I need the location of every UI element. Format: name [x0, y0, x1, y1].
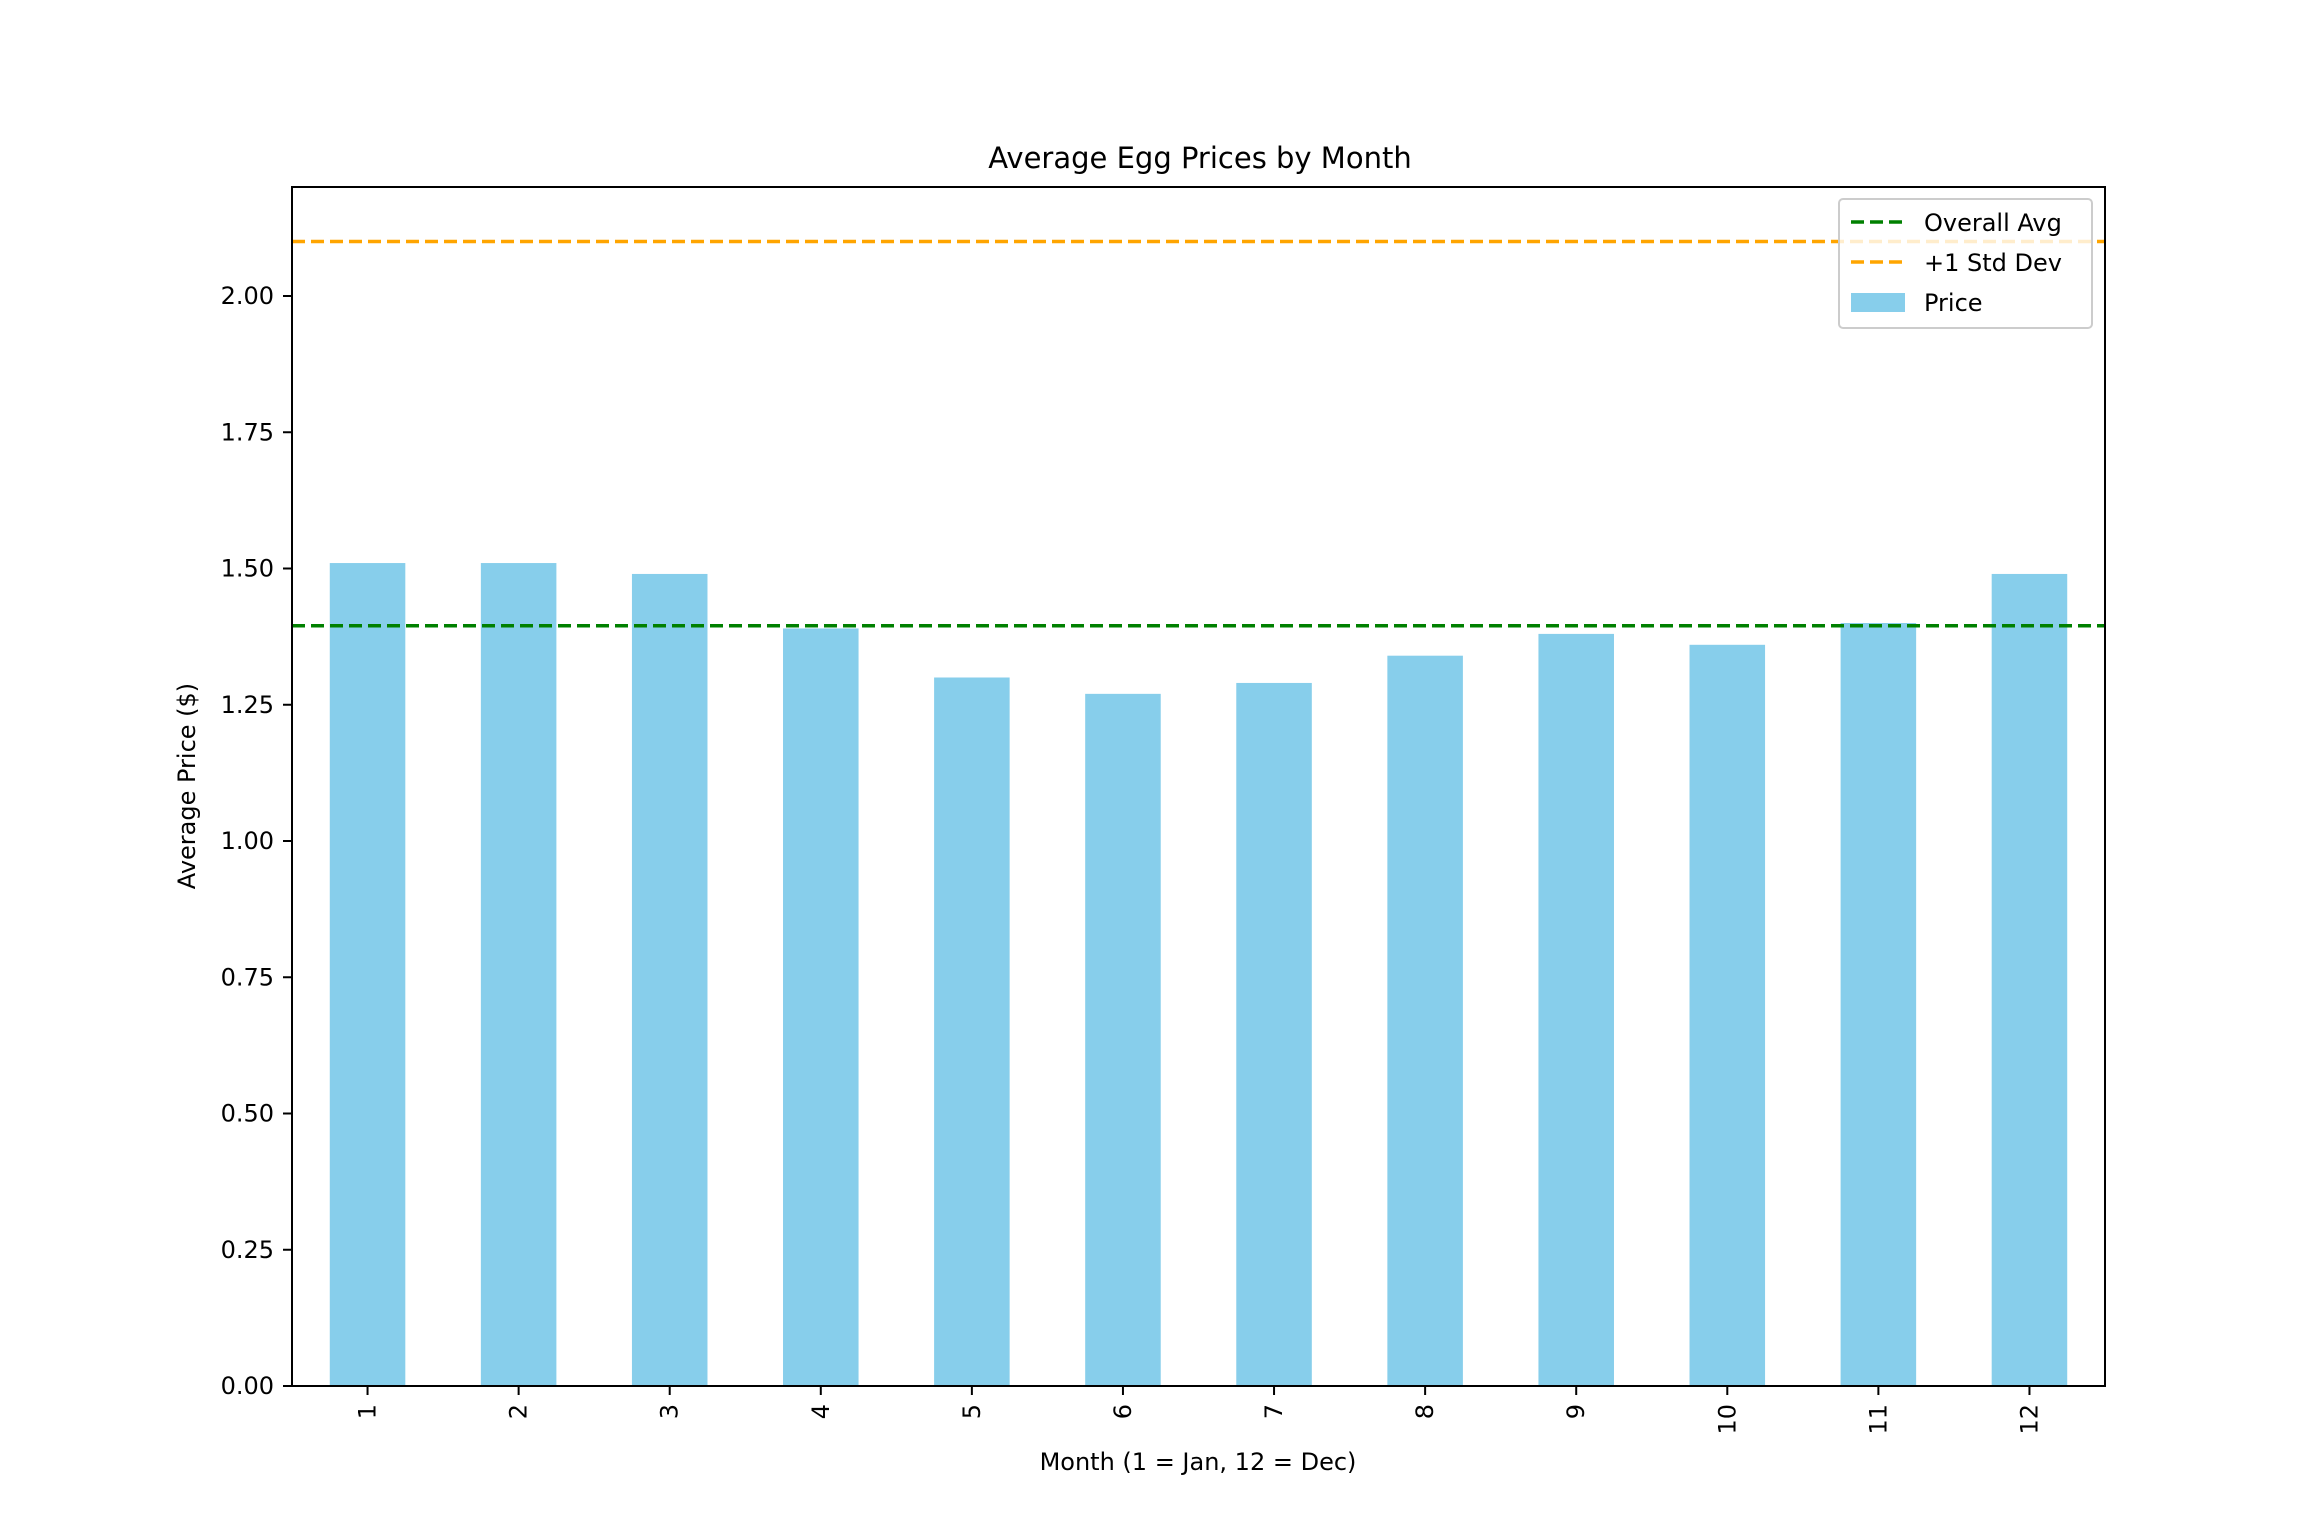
y-tick-label: 1.00	[221, 827, 274, 855]
y-tick-label: 1.25	[221, 691, 274, 719]
y-tick-label: 0.25	[221, 1236, 274, 1264]
bar-month-4	[783, 628, 859, 1386]
bars	[329, 563, 2068, 1386]
y-tick-label: 1.50	[221, 555, 274, 583]
legend-label-price: Price	[1924, 289, 1983, 317]
y-tick-label: 1.75	[221, 418, 274, 446]
x-tick-label: 4	[807, 1404, 835, 1419]
x-axis-label: Month (1 = Jan, 12 = Dec)	[1040, 1448, 1357, 1476]
bar-month-6	[1085, 693, 1161, 1386]
reference-lines	[292, 239, 2105, 628]
x-tick-label: 3	[656, 1404, 684, 1419]
x-tick-label: 11	[1864, 1404, 1892, 1435]
bar-month-12	[1991, 573, 2068, 1386]
y-tick-label: 2.00	[221, 282, 274, 310]
legend: Overall Avg +1 Std Dev Price	[1838, 198, 2093, 329]
y-tick-label: 0.50	[221, 1100, 274, 1128]
x-tick-label: 8	[1411, 1404, 1439, 1419]
legend-label-overall-avg: Overall Avg	[1924, 209, 2062, 237]
bar-month-9	[1538, 633, 1614, 1386]
y-axis: 0.00 0.25 0.50 0.75 1.00 1.25 1.50 1.75 2.00	[221, 282, 292, 1400]
x-tick-label: 7	[1260, 1404, 1288, 1419]
bar-month-1	[329, 563, 406, 1386]
x-tick-label: 6	[1109, 1404, 1137, 1419]
x-tick-label: 2	[505, 1404, 533, 1419]
chart-title: Average Egg Prices by Month	[988, 141, 1411, 175]
y-tick-label: 0.00	[221, 1372, 274, 1400]
bar-month-5	[934, 677, 1010, 1386]
bar-month-10	[1689, 644, 1766, 1386]
bar-month-8	[1387, 655, 1463, 1386]
bar-month-7	[1236, 682, 1312, 1386]
x-tick-label: 9	[1562, 1404, 1590, 1419]
x-tick-label: 12	[2015, 1404, 2043, 1435]
x-tick-label: 1	[354, 1404, 382, 1419]
legend-label-std-dev: +1 Std Dev	[1924, 249, 2062, 277]
bar-month-2	[480, 563, 557, 1386]
bar-month-3	[631, 573, 708, 1386]
legend-swatch-price	[1851, 293, 1905, 312]
x-axis: 1 2 3 4 5 6 7 8 9 10 11 12	[354, 1386, 2043, 1435]
x-tick-label: 5	[958, 1404, 986, 1419]
y-tick-label: 0.75	[221, 963, 274, 991]
plot-area-frame	[291, 186, 2106, 1387]
y-axis-label: Average Price ($)	[173, 683, 201, 889]
x-tick-label: 10	[1713, 1404, 1741, 1435]
bar-month-11	[1840, 623, 1917, 1386]
